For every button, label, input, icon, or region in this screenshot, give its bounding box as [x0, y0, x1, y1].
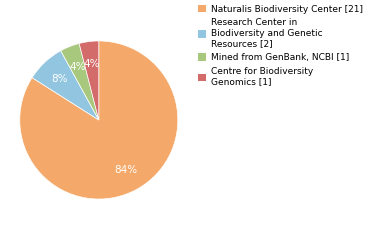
- Wedge shape: [61, 43, 99, 120]
- Text: 8%: 8%: [52, 73, 68, 84]
- Wedge shape: [20, 41, 178, 199]
- Text: 4%: 4%: [84, 59, 100, 69]
- Wedge shape: [32, 51, 99, 120]
- Text: 4%: 4%: [70, 62, 86, 72]
- Wedge shape: [79, 41, 99, 120]
- Text: 84%: 84%: [115, 165, 138, 175]
- Legend: Naturalis Biodiversity Center [21], Research Center in
Biodiversity and Genetic
: Naturalis Biodiversity Center [21], Rese…: [198, 5, 363, 87]
